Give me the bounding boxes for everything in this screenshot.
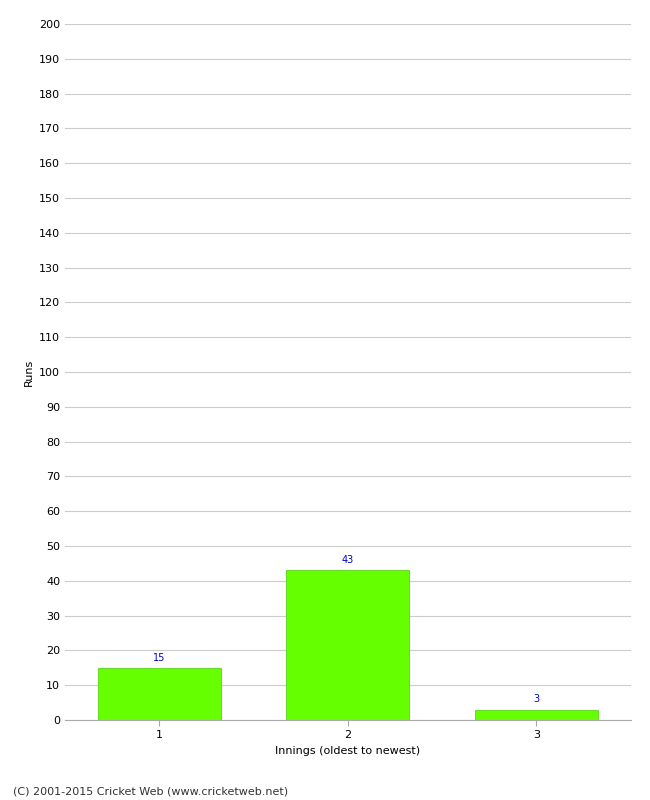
- X-axis label: Innings (oldest to newest): Innings (oldest to newest): [275, 746, 421, 756]
- Text: 43: 43: [342, 555, 354, 565]
- Bar: [287, 570, 409, 720]
- Text: (C) 2001-2015 Cricket Web (www.cricketweb.net): (C) 2001-2015 Cricket Web (www.cricketwe…: [13, 786, 288, 796]
- Bar: [98, 668, 220, 720]
- Bar: [475, 710, 597, 720]
- Text: 3: 3: [533, 694, 540, 704]
- Text: 15: 15: [153, 653, 166, 662]
- Y-axis label: Runs: Runs: [23, 358, 33, 386]
